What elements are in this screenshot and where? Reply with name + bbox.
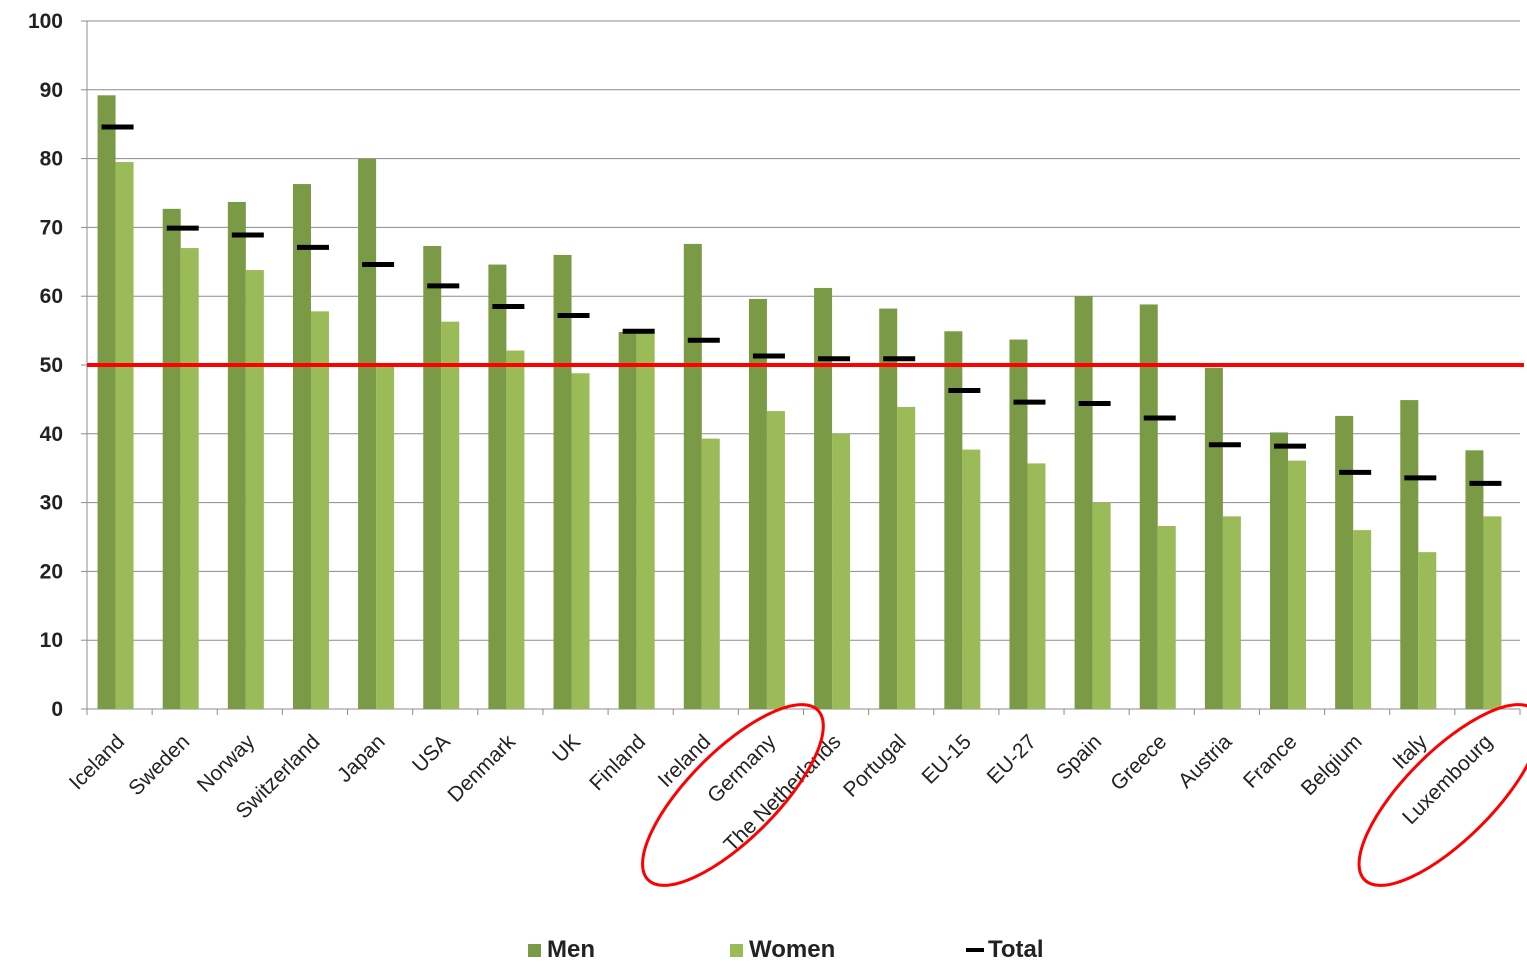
bar-men xyxy=(1270,432,1289,709)
bar-men xyxy=(683,243,702,710)
bar-men xyxy=(1139,304,1158,709)
bar-men xyxy=(1204,367,1223,709)
bar-men xyxy=(748,298,767,709)
x-tick-label: Japan xyxy=(333,730,390,787)
bar-women xyxy=(1157,525,1176,709)
bar-women xyxy=(115,162,134,710)
legend-label-total: Total xyxy=(988,936,1044,963)
bar-women xyxy=(1353,530,1372,709)
bar-men xyxy=(1400,400,1419,709)
x-tick-label: EU-27 xyxy=(983,730,1041,788)
bar-women xyxy=(962,449,981,709)
bar-women xyxy=(1027,463,1046,709)
bar-men xyxy=(227,201,246,709)
x-tick-label: The Netherlands xyxy=(720,730,846,856)
bar-women xyxy=(1288,460,1307,709)
bar-women xyxy=(701,438,720,709)
bar-women xyxy=(636,331,655,709)
highlight-ellipse xyxy=(1357,703,1527,887)
bar-women xyxy=(1483,516,1502,709)
highlight-ellipse xyxy=(641,703,825,887)
legend-item-women: Women xyxy=(730,936,835,964)
bar-women xyxy=(832,433,851,709)
x-tick-label: EU-15 xyxy=(918,730,976,788)
bar-women xyxy=(441,321,460,709)
y-tick-label: 50 xyxy=(40,354,63,377)
bar-women xyxy=(310,311,329,709)
bar-men xyxy=(1074,296,1093,709)
bar-men xyxy=(162,208,181,709)
bar-men xyxy=(423,245,442,709)
legend-swatch-women xyxy=(730,943,743,957)
bar-women xyxy=(897,406,916,709)
bar-men xyxy=(1009,339,1028,709)
bar-men xyxy=(488,264,507,709)
legend-swatch-men xyxy=(528,943,541,957)
x-tick-label: USA xyxy=(408,730,455,777)
bar-men xyxy=(618,331,637,709)
legend-item-total: Total xyxy=(966,936,1044,964)
legend-label-women: Women xyxy=(749,936,836,963)
x-tick-label: Greece xyxy=(1106,730,1171,795)
y-tick-label: 10 xyxy=(40,629,63,652)
bar-women xyxy=(245,270,264,709)
x-tick-label: Denmark xyxy=(443,730,520,807)
legend: Men Women Total xyxy=(0,936,1527,970)
y-tick-label: 60 xyxy=(40,285,63,308)
bar-women xyxy=(1418,552,1437,709)
bar-men xyxy=(553,254,572,710)
bar-women xyxy=(571,373,590,709)
bar-men xyxy=(1465,450,1484,709)
bar-women xyxy=(506,350,525,709)
legend-label-men: Men xyxy=(547,936,595,963)
x-tick-label: UK xyxy=(548,730,585,767)
bar-women xyxy=(1222,516,1241,709)
y-tick-label: 30 xyxy=(40,492,63,515)
y-tick-label: 90 xyxy=(40,79,63,102)
bar-men xyxy=(1335,415,1354,709)
x-tick-label: Spain xyxy=(1052,730,1106,784)
x-tick-label: Austria xyxy=(1174,730,1237,793)
y-tick-label: 0 xyxy=(51,698,63,721)
x-tick-label: Norway xyxy=(193,730,260,797)
y-tick-label: 70 xyxy=(40,216,63,239)
x-tick-label: Italy xyxy=(1388,730,1432,774)
bar-women xyxy=(1092,502,1111,709)
legend-dash-total xyxy=(966,948,984,952)
bar-men xyxy=(358,158,377,710)
x-tick-label: Sweden xyxy=(124,730,194,800)
bar-men xyxy=(814,287,833,709)
bar-men xyxy=(944,331,963,709)
bar-men xyxy=(97,95,116,709)
x-tick-label: Iceland xyxy=(65,730,129,794)
x-tick-label: France xyxy=(1239,730,1301,792)
legend-item-men: Men xyxy=(528,936,595,964)
y-tick-label: 100 xyxy=(28,10,63,33)
y-tick-label: 40 xyxy=(40,423,63,446)
bar-women xyxy=(180,248,199,710)
x-tick-label: Finland xyxy=(585,730,650,795)
bar-men xyxy=(879,308,898,709)
y-tick-label: 80 xyxy=(40,148,63,171)
chart: 0 10 20 30 40 50 60 70 80 90 100 IcelandSwedenNorwa… xyxy=(28,10,1527,887)
x-tick-label: Portugal xyxy=(839,730,911,802)
y-tick-label: 20 xyxy=(40,560,63,583)
x-tick-label: Belgium xyxy=(1297,730,1367,800)
bar-men xyxy=(292,184,311,709)
bar-women xyxy=(766,411,785,709)
bar-women xyxy=(376,366,395,709)
